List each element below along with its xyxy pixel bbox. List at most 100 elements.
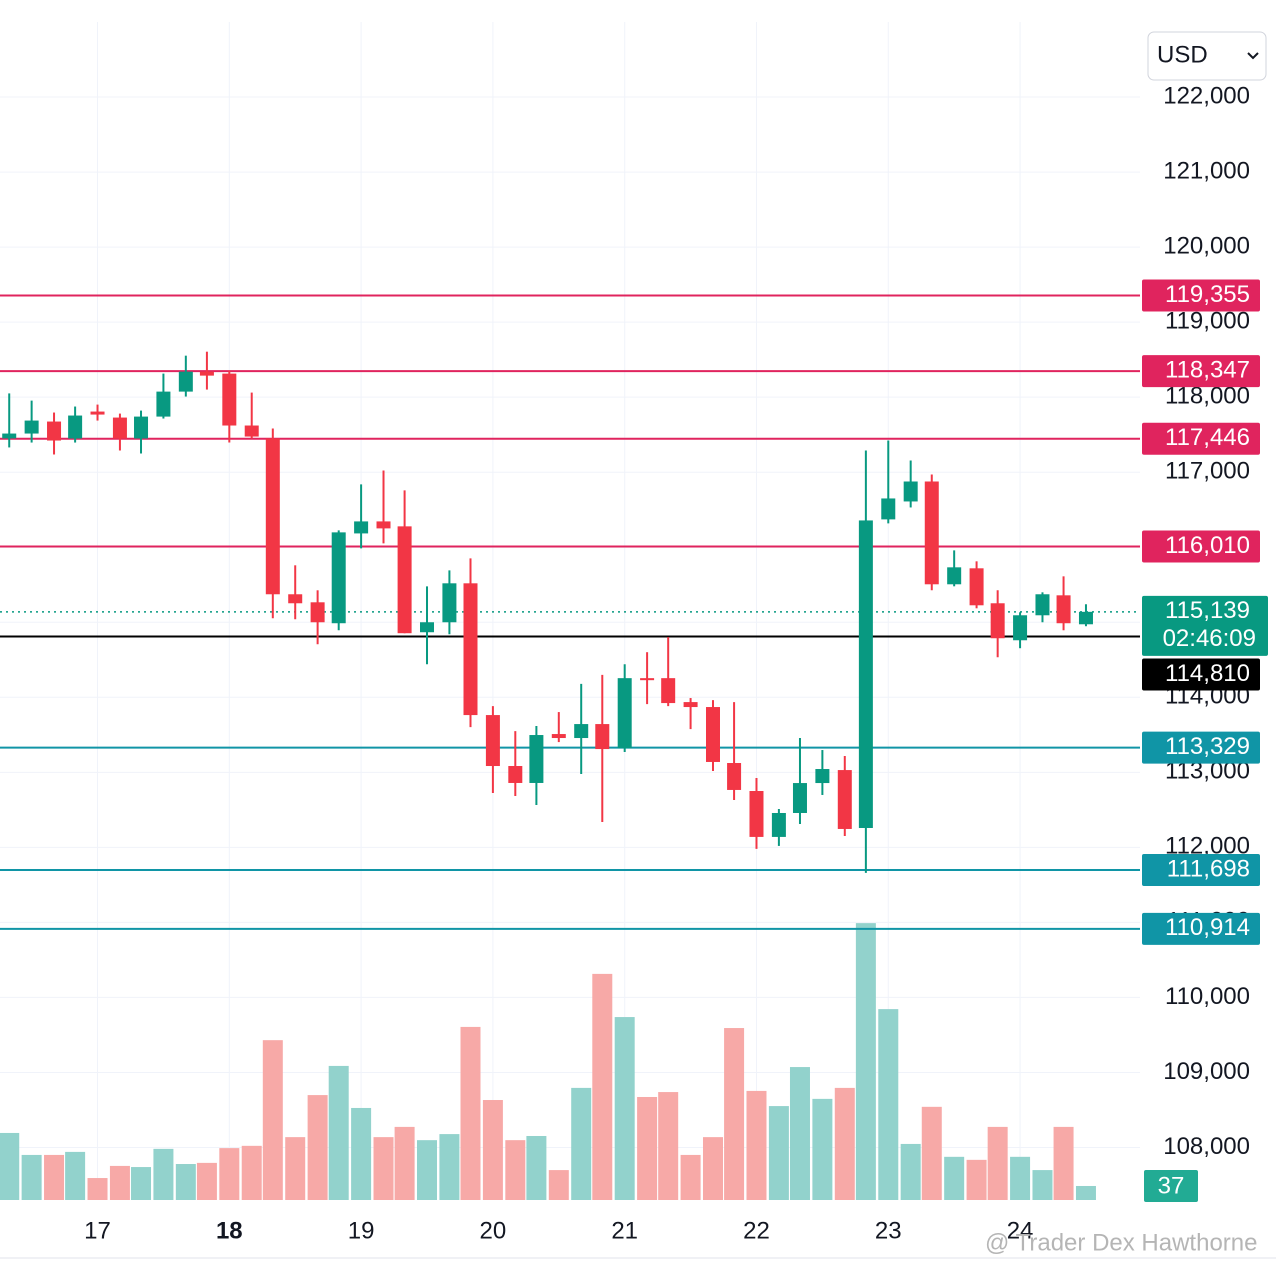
volume-bar	[196, 1162, 217, 1200]
candle-body	[288, 594, 303, 604]
volume-bar	[505, 1140, 526, 1200]
candle-body	[661, 678, 676, 704]
volume-bar	[966, 1159, 987, 1200]
volume-bar	[307, 1095, 328, 1200]
candle-body	[1013, 615, 1028, 641]
volume-label: 37	[1158, 1172, 1185, 1199]
candle-body	[969, 568, 984, 606]
candle-body	[222, 373, 237, 426]
x-tick-label: 18	[216, 1217, 243, 1244]
candle-body	[24, 420, 39, 434]
reference-label: 114,810	[1165, 660, 1250, 687]
candle-body	[749, 791, 764, 837]
volume-bar	[241, 1145, 262, 1200]
candle-body	[463, 583, 478, 716]
volume-bar	[987, 1126, 1008, 1200]
volume-bar	[921, 1106, 942, 1200]
volume-bar	[812, 1098, 833, 1200]
candle-body	[837, 770, 852, 829]
y-tick-label: 117,000	[1165, 458, 1250, 485]
x-tick-label: 23	[875, 1217, 902, 1244]
chevron[interactable]	[1247, 52, 1259, 60]
volume-bar	[87, 1178, 108, 1200]
candle-body	[617, 678, 632, 749]
candle-body	[551, 734, 566, 739]
candle-body	[508, 766, 523, 783]
currency-label[interactable]: USD	[1157, 41, 1208, 68]
volume-bar	[0, 1132, 20, 1200]
candle-body	[90, 411, 105, 415]
candle-body	[68, 415, 83, 439]
candle-body	[199, 371, 214, 376]
price-level-tag	[1142, 355, 1260, 388]
watermark: @ Trader Dex Hawthorne	[985, 1229, 1257, 1256]
volume-bar	[702, 1137, 723, 1200]
dropdown-box[interactable]	[1147, 31, 1267, 81]
price-level-label: 118,347	[1165, 356, 1250, 383]
price-level-tag	[1142, 854, 1260, 887]
y-tick-label: 121,000	[1163, 157, 1250, 184]
price-level-label: 113,329	[1165, 733, 1250, 760]
volume-bar	[131, 1167, 152, 1200]
candle-body	[640, 678, 655, 681]
y-tick-label: 109,000	[1163, 1058, 1250, 1085]
countdown-label: 02:46:09	[1163, 625, 1256, 652]
price-level-tag	[1142, 912, 1260, 945]
volume-bar	[855, 923, 876, 1200]
volume-bar	[680, 1154, 701, 1200]
candle-body	[903, 481, 918, 502]
candle-body	[574, 724, 589, 739]
candle-body	[397, 526, 412, 634]
volume-bar	[482, 1100, 503, 1200]
volume-bar	[394, 1126, 415, 1200]
volume-bar	[328, 1065, 349, 1200]
volume-bar	[439, 1134, 460, 1200]
candle-body	[1035, 594, 1050, 616]
current-price-label: 115,139	[1165, 597, 1250, 624]
candle-body	[595, 724, 610, 750]
candle-body	[815, 769, 830, 784]
y-tick-label: 122,000	[1163, 82, 1250, 109]
candle-body	[331, 532, 346, 624]
candle-body	[2, 433, 17, 439]
candle-body	[771, 812, 786, 837]
volume-bar	[526, 1135, 547, 1200]
volume-bar	[153, 1148, 174, 1200]
candle-body	[1078, 611, 1093, 625]
price-level-tag	[1142, 279, 1260, 312]
volume-bar	[571, 1087, 592, 1200]
candle-body	[112, 417, 127, 439]
currency-dropdown[interactable]: USD	[1147, 31, 1267, 81]
price-level-tag	[1142, 530, 1260, 563]
volume-bar	[768, 1106, 789, 1200]
volume-bar	[944, 1156, 965, 1200]
volume-bar	[1075, 1185, 1096, 1200]
volume-tag	[1144, 1170, 1198, 1202]
y-tick-label: 119,000	[1165, 307, 1250, 334]
price-level-label: 116,010	[1165, 532, 1250, 559]
volume-bar	[746, 1090, 767, 1200]
candle-body	[156, 391, 171, 417]
volume-bar	[351, 1107, 372, 1200]
candle-body	[244, 425, 259, 437]
candle-body	[178, 371, 193, 392]
price-level-label: 119,355	[1165, 281, 1250, 308]
x-tick-label: 24	[1007, 1217, 1034, 1244]
volume-bar	[1053, 1126, 1074, 1200]
candle-body	[727, 763, 742, 790]
volume-bar	[373, 1137, 394, 1200]
candle-body	[134, 416, 149, 439]
x-tick-label: 22	[743, 1217, 770, 1244]
candle-body	[924, 481, 939, 585]
volume-bar	[285, 1137, 306, 1200]
candle-body	[858, 520, 873, 828]
volume-bar	[900, 1143, 921, 1200]
x-tick-label: 19	[348, 1217, 375, 1244]
volume-bar	[44, 1154, 65, 1200]
volume-bar	[878, 1009, 899, 1200]
volume-bar	[637, 1096, 658, 1200]
volume-bar	[724, 1028, 745, 1200]
candle-body	[529, 735, 544, 783]
volume-bar	[460, 1026, 481, 1200]
